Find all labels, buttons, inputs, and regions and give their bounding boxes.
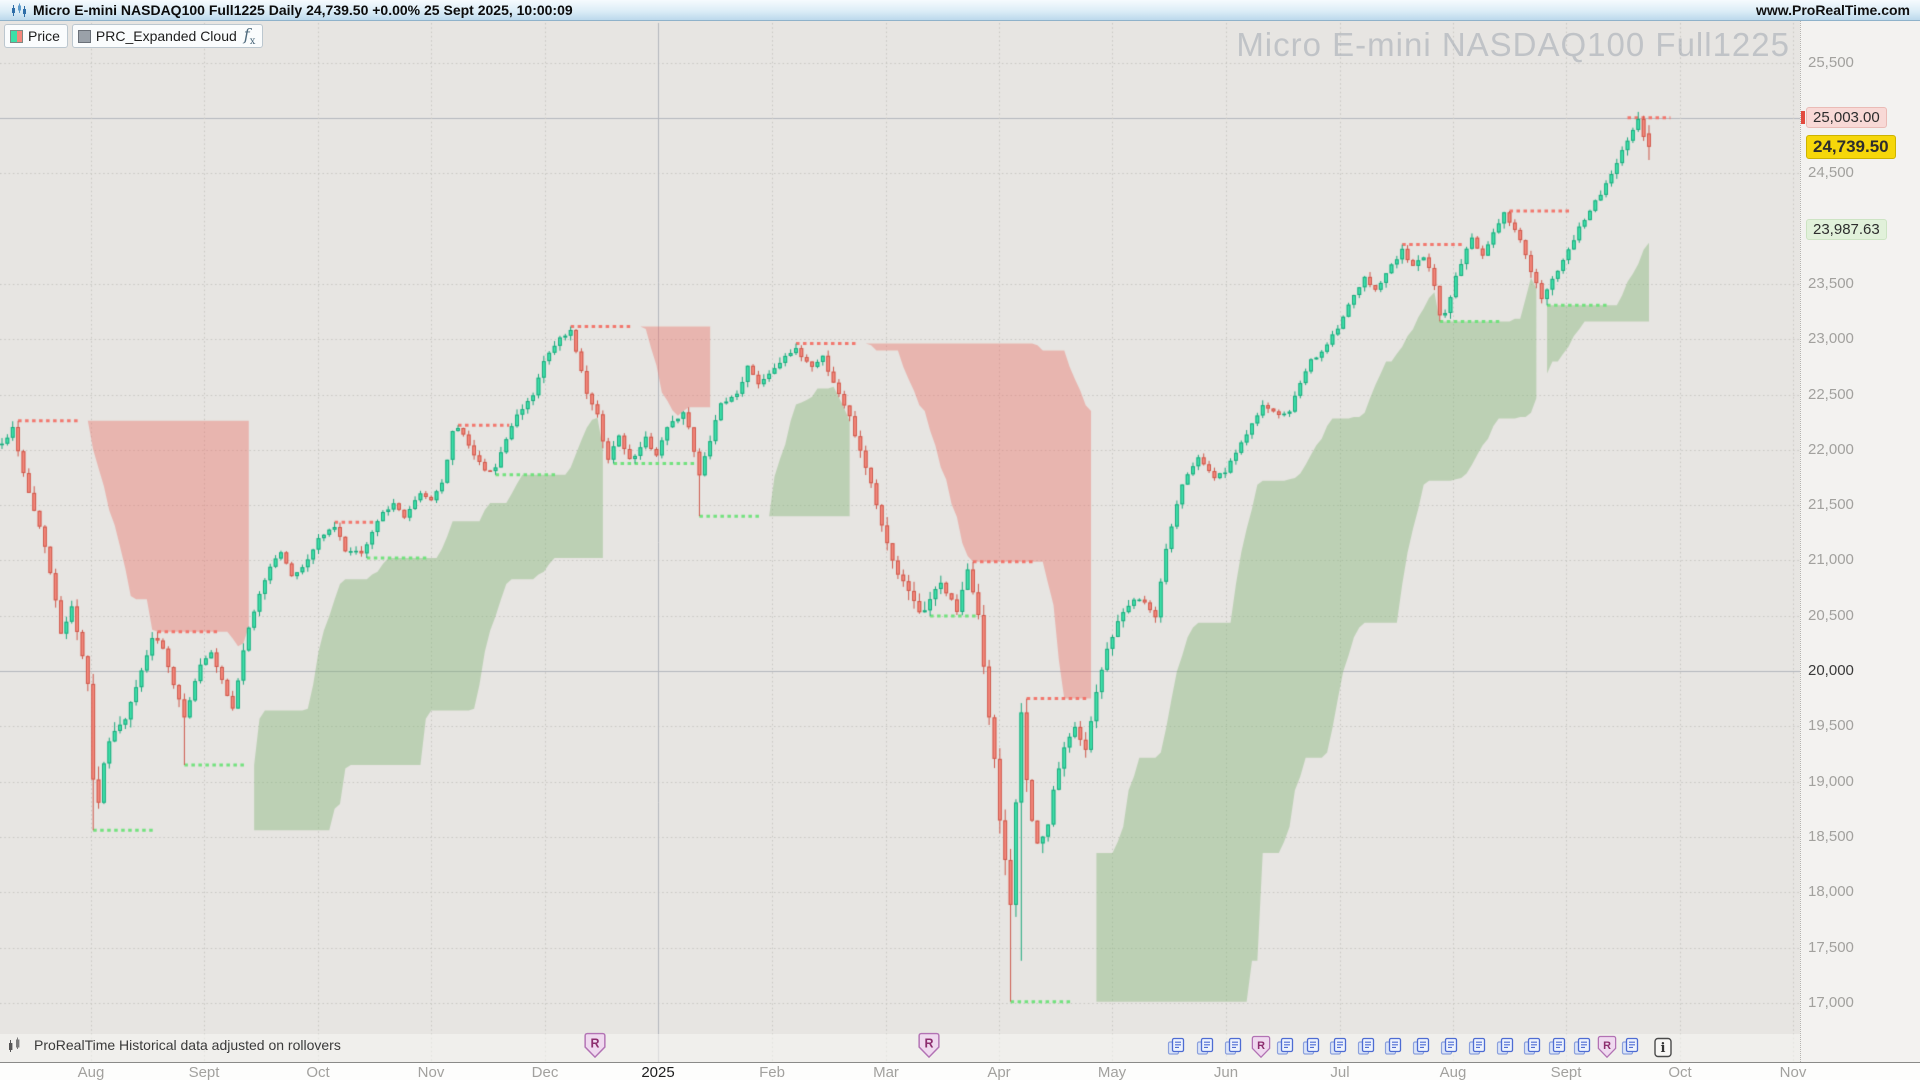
news-event-icon[interactable] — [1523, 1037, 1541, 1062]
news-event-icon[interactable] — [1548, 1037, 1566, 1062]
price-tick-label: 22,000 — [1808, 440, 1854, 458]
legend-indicator-label: PRC_Expanded Cloud — [95, 28, 237, 44]
cloud-level-price-label: 23,987.63 — [1806, 218, 1887, 240]
rollover-badge-icon[interactable]: R — [1597, 1035, 1617, 1064]
time-axis-year-label: 2025 — [641, 1064, 675, 1080]
news-event-icon[interactable] — [1384, 1037, 1402, 1062]
time-axis-month-label: Nov — [1779, 1064, 1807, 1080]
footer-note: ProRealTime Historical data adjusted on … — [6, 1037, 341, 1053]
price-tick-label: 25,500 — [1808, 53, 1854, 71]
svg-text:R: R — [591, 1037, 600, 1051]
rollover-badge-icon[interactable]: R — [1251, 1035, 1271, 1064]
legend-price-chip[interactable]: Price — [4, 24, 68, 48]
time-axis-month-label: Oct — [306, 1064, 330, 1080]
time-axis-month-label: Apr — [987, 1064, 1011, 1080]
news-event-icon[interactable] — [1496, 1037, 1514, 1062]
svg-text:i: i — [1661, 1041, 1666, 1056]
time-axis-month-label: Dec — [531, 1064, 559, 1080]
watermark: Micro E-mini NASDAQ100 Full1225 — [1236, 26, 1790, 63]
legend: Price PRC_Expanded Cloud fx — [4, 24, 264, 48]
last-price-label: 24,739.50 — [1806, 134, 1896, 159]
cloud-indicator-icon — [77, 29, 91, 43]
time-axis-month-label: Jun — [1213, 1064, 1239, 1080]
price-series-icon — [10, 29, 23, 43]
news-event-icon[interactable] — [1276, 1037, 1294, 1062]
price-tick-label: 17,000 — [1808, 993, 1854, 1011]
info-icon[interactable]: i — [1654, 1037, 1673, 1063]
price-tick-label: 23,500 — [1808, 274, 1854, 292]
news-event-icon[interactable] — [1196, 1037, 1214, 1062]
news-event-icon[interactable] — [1357, 1037, 1375, 1062]
instrument-title: Micro E-mini NASDAQ100 Full1225 Daily 24… — [33, 2, 573, 18]
prorealtime-logo-icon — [9, 1037, 20, 1052]
news-event-icon[interactable] — [1440, 1037, 1458, 1062]
news-event-icon[interactable] — [1224, 1037, 1242, 1062]
svg-text:R: R — [1603, 1040, 1611, 1052]
time-axis-month-label: Aug — [77, 1064, 105, 1080]
price-tick-label: 20,500 — [1808, 606, 1854, 624]
news-event-icon[interactable] — [1302, 1037, 1320, 1062]
price-tick-label: 21,000 — [1808, 551, 1854, 569]
price-tick-label: 24,500 — [1808, 164, 1854, 182]
time-axis-month-label: Sept — [1550, 1064, 1582, 1080]
footer-note-text: ProRealTime Historical data adjusted on … — [34, 1037, 341, 1053]
chart-icon — [12, 3, 26, 17]
time-axis[interactable]: Aug Sept Oct Nov Dec 2025 Feb Mar Apr May Jun Jul Au… — [0, 1062, 1920, 1080]
price-tick-label: 18,000 — [1808, 883, 1854, 901]
news-event-icon[interactable] — [1621, 1037, 1639, 1062]
site-link[interactable]: www.ProRealTime.com — [1755, 2, 1910, 18]
news-event-icon[interactable] — [1167, 1037, 1185, 1062]
price-axis[interactable]: 25,500 24,500 23,500 23,000 22,500 22,000 21,5… — [1800, 21, 1920, 1062]
price-tick-label: 19,500 — [1808, 717, 1854, 735]
news-event-icon[interactable] — [1329, 1037, 1347, 1062]
time-axis-month-label: Feb — [759, 1064, 785, 1080]
news-event-icon[interactable] — [1573, 1037, 1591, 1062]
time-axis-month-label: May — [1097, 1064, 1127, 1080]
time-axis-month-label: Oct — [1668, 1064, 1692, 1080]
time-axis-month-label: Aug — [1439, 1064, 1467, 1080]
price-tick-label: 22,500 — [1808, 385, 1854, 403]
legend-price-label: Price — [28, 28, 60, 44]
news-event-icon[interactable] — [1412, 1037, 1430, 1062]
time-axis-month-label: Sept — [188, 1064, 220, 1080]
price-tick-label: 18,500 — [1808, 827, 1854, 845]
svg-text:R: R — [1257, 1040, 1265, 1052]
price-tick-label: 17,500 — [1808, 938, 1854, 956]
stop-level-tick — [1801, 111, 1805, 125]
time-axis-month-label: Jul — [1330, 1064, 1350, 1080]
time-axis-month-label: Nov — [417, 1064, 445, 1080]
legend-indicator-chip[interactable]: PRC_Expanded Cloud fx — [71, 24, 264, 48]
price-tick-label: 23,000 — [1808, 330, 1854, 348]
chart-area[interactable]: Micro E-mini NASDAQ100 Full1225 Price PR… — [0, 21, 1920, 1062]
price-tick-label: 20,000 — [1808, 662, 1854, 679]
news-event-icon[interactable] — [1468, 1037, 1486, 1062]
price-chart-canvas[interactable] — [0, 21, 1800, 1062]
trailing-stop-price-label: 25,003.00 — [1806, 106, 1887, 128]
rollover-badge-icon[interactable]: R — [918, 1032, 941, 1064]
title-bar: Micro E-mini NASDAQ100 Full1225 Daily 24… — [0, 0, 1920, 21]
rollover-badge-icon[interactable]: R — [584, 1032, 607, 1064]
price-tick-label: 19,000 — [1808, 772, 1854, 790]
time-axis-month-label: Mar — [873, 1064, 899, 1080]
svg-text:R: R — [925, 1037, 934, 1051]
fx-icon[interactable]: fx — [243, 25, 256, 47]
price-tick-label: 21,500 — [1808, 496, 1854, 514]
